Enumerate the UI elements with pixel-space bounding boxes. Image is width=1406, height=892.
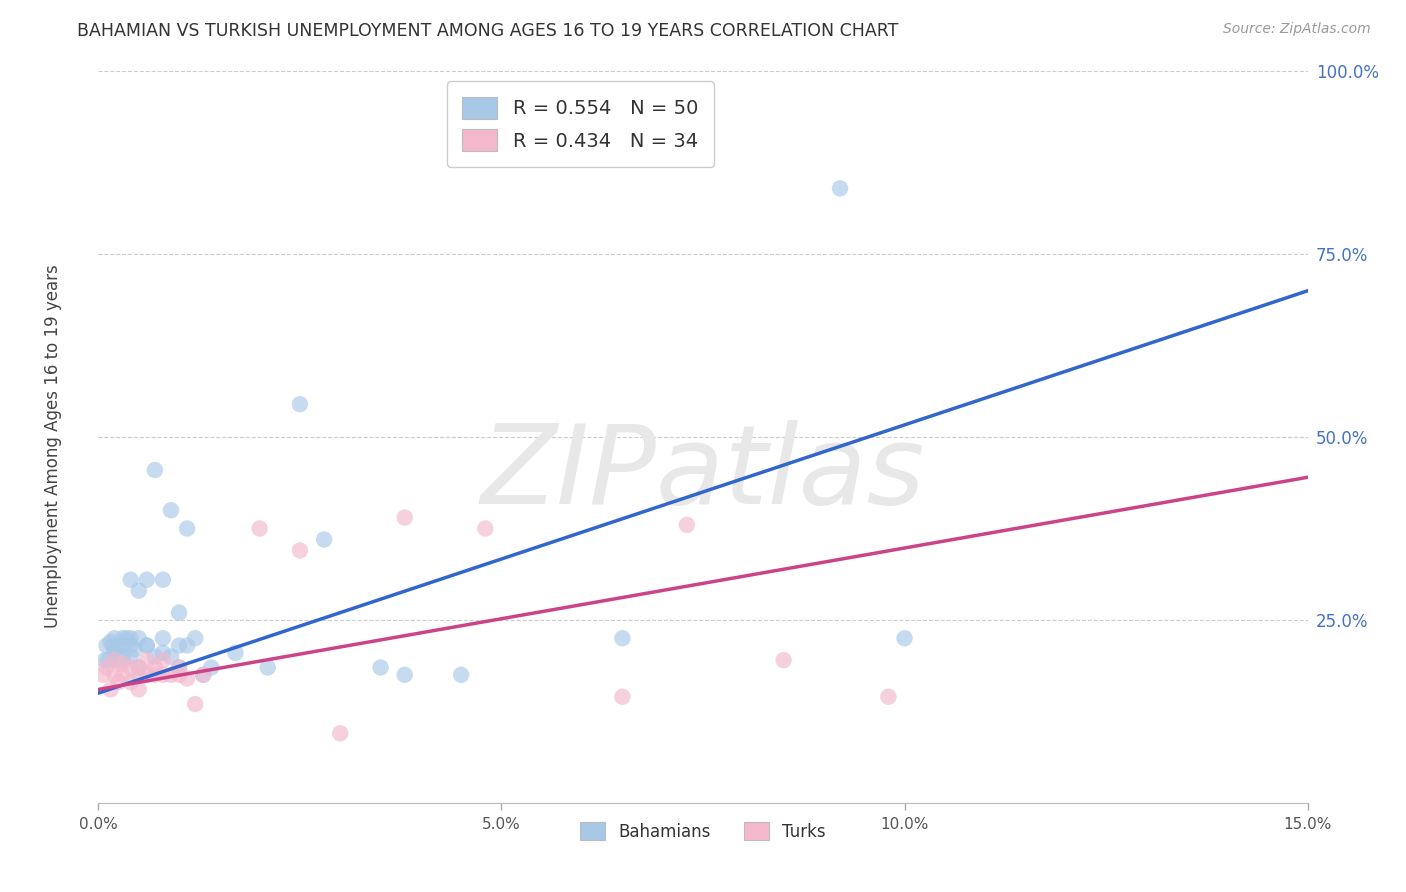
Point xyxy=(124,642,146,657)
Point xyxy=(135,667,157,681)
Point xyxy=(176,639,198,653)
Point xyxy=(120,660,142,674)
Point xyxy=(101,639,124,653)
Point xyxy=(135,653,157,667)
Point xyxy=(160,503,183,517)
Point xyxy=(160,649,183,664)
Point xyxy=(107,675,129,690)
Point xyxy=(120,675,142,690)
Point xyxy=(612,690,634,704)
Legend: Bahamians, Turks: Bahamians, Turks xyxy=(572,814,834,849)
Point xyxy=(772,653,794,667)
Point xyxy=(100,635,122,649)
Point xyxy=(329,726,352,740)
Point xyxy=(450,667,472,681)
Point xyxy=(612,632,634,646)
Point xyxy=(167,660,190,674)
Point xyxy=(111,639,134,653)
Point xyxy=(249,521,271,535)
Point xyxy=(877,690,900,704)
Point xyxy=(128,583,150,598)
Text: ZIPatlas: ZIPatlas xyxy=(481,420,925,527)
Point xyxy=(200,660,222,674)
Point xyxy=(167,667,190,681)
Point xyxy=(314,533,336,547)
Point xyxy=(828,181,851,195)
Point xyxy=(152,632,174,646)
Point xyxy=(167,660,190,674)
Point xyxy=(96,639,118,653)
Point xyxy=(111,649,134,664)
Point xyxy=(120,639,142,653)
Point xyxy=(103,642,125,657)
Point xyxy=(91,667,114,681)
Point xyxy=(288,543,311,558)
Point xyxy=(143,660,166,674)
Point xyxy=(103,653,125,667)
Point xyxy=(120,573,142,587)
Point xyxy=(111,653,134,667)
Point xyxy=(135,639,157,653)
Point xyxy=(128,682,150,697)
Point xyxy=(107,639,129,653)
Point xyxy=(100,682,122,697)
Point xyxy=(167,606,190,620)
Point xyxy=(120,632,142,646)
Point xyxy=(176,672,198,686)
Point xyxy=(103,632,125,646)
Point xyxy=(474,521,496,535)
Point xyxy=(97,653,120,667)
Point xyxy=(288,397,311,411)
Point xyxy=(120,649,142,664)
Point xyxy=(94,653,117,667)
Point xyxy=(176,521,198,535)
Point xyxy=(135,639,157,653)
Point xyxy=(152,667,174,681)
Point xyxy=(96,660,118,674)
Point xyxy=(128,660,150,674)
Point xyxy=(152,646,174,660)
Text: Source: ZipAtlas.com: Source: ZipAtlas.com xyxy=(1223,22,1371,37)
Point xyxy=(193,667,215,681)
Point xyxy=(152,573,174,587)
Point xyxy=(143,463,166,477)
Point xyxy=(394,510,416,524)
Point xyxy=(893,632,915,646)
Point xyxy=(256,660,278,674)
Point xyxy=(103,667,125,681)
Point xyxy=(167,639,190,653)
Text: BAHAMIAN VS TURKISH UNEMPLOYMENT AMONG AGES 16 TO 19 YEARS CORRELATION CHART: BAHAMIAN VS TURKISH UNEMPLOYMENT AMONG A… xyxy=(77,22,898,40)
Point xyxy=(111,667,134,681)
Point xyxy=(370,660,392,674)
Point xyxy=(103,653,125,667)
Point xyxy=(152,653,174,667)
Point xyxy=(115,632,138,646)
Point xyxy=(676,517,699,532)
Point xyxy=(224,646,246,660)
Point xyxy=(111,632,134,646)
Point xyxy=(160,667,183,681)
Point xyxy=(135,573,157,587)
Point xyxy=(128,660,150,674)
Point xyxy=(111,657,134,671)
Point xyxy=(193,667,215,681)
Point xyxy=(128,632,150,646)
Point xyxy=(394,667,416,681)
Point xyxy=(184,697,207,711)
Point xyxy=(128,667,150,681)
Point xyxy=(184,632,207,646)
Point xyxy=(143,649,166,664)
Point xyxy=(143,667,166,681)
Text: Unemployment Among Ages 16 to 19 years: Unemployment Among Ages 16 to 19 years xyxy=(45,264,62,628)
